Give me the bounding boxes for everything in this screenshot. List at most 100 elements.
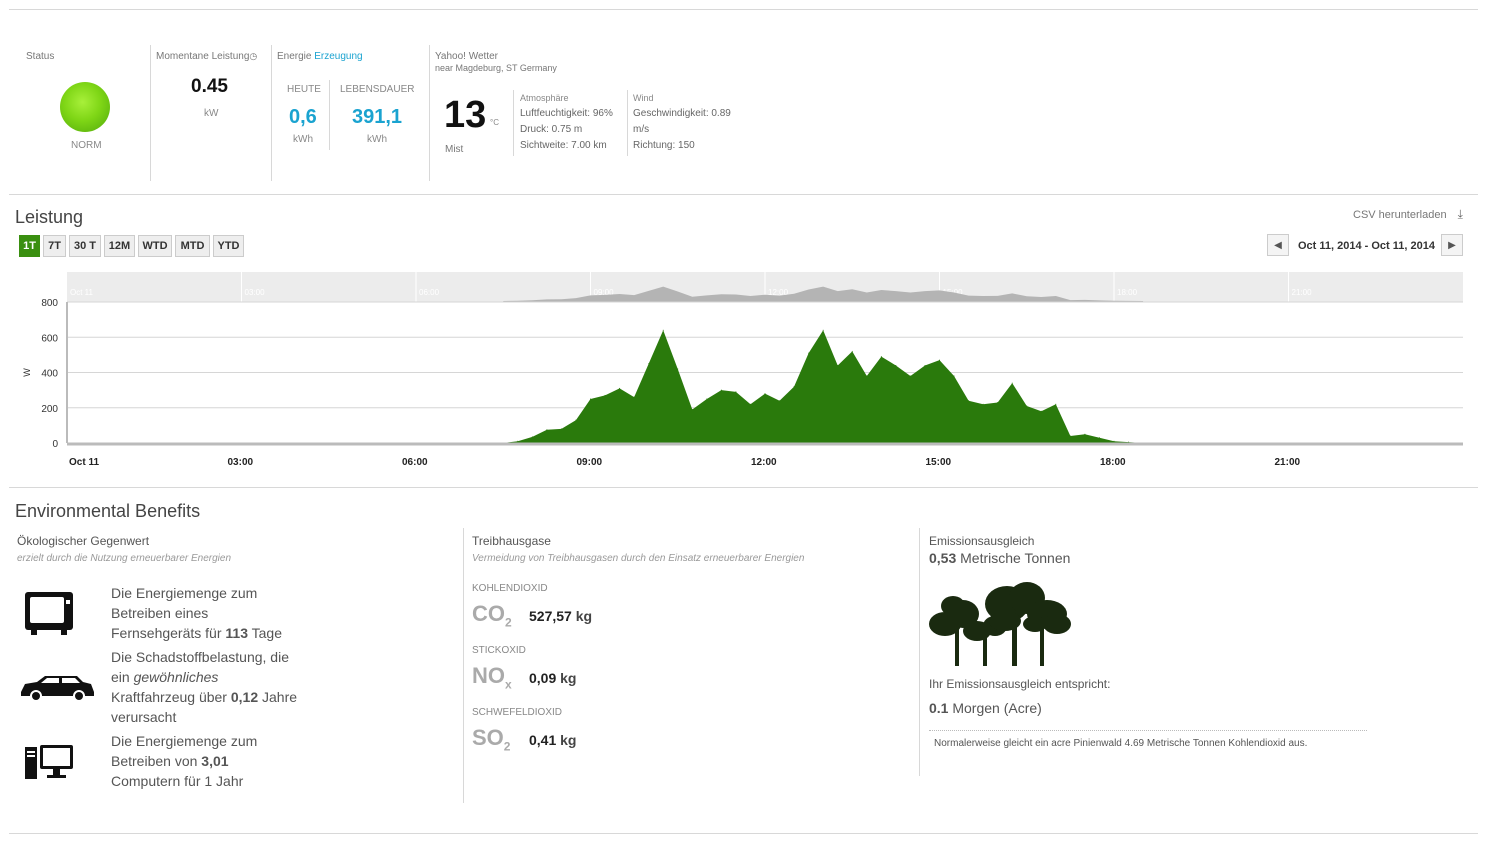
lifetime-unit: kWh xyxy=(367,134,387,145)
data-point xyxy=(662,329,664,331)
x-tick-label: 12:00 xyxy=(751,457,777,468)
data-point xyxy=(924,364,926,366)
ghg-subtitle: Vermeidung von Treibhausgasen durch den … xyxy=(472,553,805,564)
computer-benefit: Die Energiemenge zum Betreiben von 3,01 … xyxy=(111,733,258,789)
y-tick-label: 200 xyxy=(41,404,58,415)
data-point xyxy=(735,391,737,393)
atmosphere-values: Luftfeuchtigkeit: 96% Druck: 0.75 m Sich… xyxy=(520,108,613,151)
range-1t-button[interactable]: 1T xyxy=(19,235,40,257)
benefits-title: Environmental Benefits xyxy=(15,501,201,521)
x-tick-label: 18:00 xyxy=(1100,457,1126,468)
x-tick-label: 03:00 xyxy=(228,457,254,468)
data-point xyxy=(560,428,562,430)
y-tick-label: 600 xyxy=(41,333,58,344)
data-point xyxy=(866,375,868,377)
leistung-title: Leistung xyxy=(15,207,84,227)
data-point xyxy=(822,329,824,331)
data-point xyxy=(837,364,839,366)
co2-formula: CO2 xyxy=(472,601,512,630)
data-point xyxy=(808,352,810,354)
y-tick-label: 0 xyxy=(52,439,58,450)
so2-label: SCHWEFELDIOXID xyxy=(472,707,563,718)
offset-title: Emissionsausgleich xyxy=(929,534,1035,548)
data-point xyxy=(1011,382,1013,384)
data-point xyxy=(1026,405,1028,407)
computer-icon xyxy=(25,745,73,779)
data-point xyxy=(779,400,781,402)
data-point xyxy=(895,364,897,366)
data-point xyxy=(939,359,940,361)
navigator-series xyxy=(503,286,1144,302)
data-point xyxy=(909,375,911,377)
next-date-button[interactable]: ▶ xyxy=(1441,234,1463,256)
power-label: Momentane Leistung◷ xyxy=(156,51,258,62)
status-value: NORM xyxy=(71,140,102,151)
data-point xyxy=(953,375,955,377)
navigator-tick-label: 06:00 xyxy=(419,288,440,297)
data-point xyxy=(1098,437,1100,439)
data-point xyxy=(1040,410,1042,412)
data-point xyxy=(1084,433,1086,435)
weather-temp-unit: °C xyxy=(490,118,499,127)
navigator-tick-label: 21:00 xyxy=(1292,288,1313,297)
status-label: Status xyxy=(26,51,55,62)
ghg-title: Treibhausgase xyxy=(472,534,551,548)
power-unit: kW xyxy=(204,108,219,119)
range-7t-button[interactable]: 7T xyxy=(43,235,66,257)
atmosphere-title: Atmosphäre xyxy=(520,93,569,103)
navigator-tick-label: 03:00 xyxy=(245,288,266,297)
chevron-left-icon: ◀ xyxy=(1274,239,1282,251)
range-30t-button[interactable]: 30 T xyxy=(69,235,101,257)
x-tick-label: 06:00 xyxy=(402,457,428,468)
data-point xyxy=(880,356,882,358)
offset-value: 0,53 Metrische Tonnen xyxy=(929,550,1071,566)
navigator-tick-label: 12:00 xyxy=(768,288,789,297)
data-point xyxy=(648,363,650,365)
data-point xyxy=(619,387,621,389)
x-tick-label: Oct 11 xyxy=(69,457,99,468)
energy-label: Energie Erzeugung xyxy=(277,51,363,62)
wind-title: Wind xyxy=(633,93,654,103)
data-point xyxy=(633,396,635,398)
data-point xyxy=(546,429,548,431)
chevron-right-icon: ▶ xyxy=(1448,239,1456,251)
so2-value: 0,41 kg xyxy=(529,732,577,748)
data-point xyxy=(1113,440,1115,442)
y-axis-label: W xyxy=(22,368,32,377)
car-benefit: Die Schadstoffbelastung, die ein gewöhnl… xyxy=(111,649,298,725)
data-point xyxy=(749,403,751,405)
status-indicator xyxy=(60,82,110,132)
range-mtd-button[interactable]: MTD xyxy=(175,235,210,257)
clock-icon: ◷ xyxy=(249,51,258,61)
today-label: HEUTE xyxy=(287,84,321,95)
navigator-tick-label: 18:00 xyxy=(1117,288,1138,297)
power-chart: Oct 11 03:00 06:00 09:00 12:00 15:00 18:00 21:0… xyxy=(22,272,1463,468)
so2-formula: SO2 xyxy=(472,725,511,754)
data-point xyxy=(764,393,766,395)
data-point xyxy=(517,440,519,442)
weather-condition: Mist xyxy=(445,144,464,155)
data-point xyxy=(531,436,533,438)
nox-label: STICKOXID xyxy=(472,645,526,656)
offset-equiv-label: Ihr Emissionsausgleich entspricht: xyxy=(929,677,1111,691)
data-point xyxy=(1128,441,1130,443)
wind-values: Geschwindigkeit: 0.89 m/s Richtung: 150 xyxy=(633,108,731,151)
csv-download-link[interactable]: CSV herunterladen ⤓ xyxy=(1353,207,1463,221)
eco-title: Ökologischer Gegenwert xyxy=(17,534,150,548)
weather-temp: 13 xyxy=(444,94,487,136)
range-wtd-button[interactable]: WTD xyxy=(138,235,172,257)
x-tick-label: 09:00 xyxy=(577,457,603,468)
nox-formula: NOx xyxy=(472,663,512,692)
data-point xyxy=(575,419,577,421)
date-range: Oct 11, 2014 - Oct 11, 2014 xyxy=(1298,240,1435,252)
offset-acres: 0.1 Morgen (Acre) xyxy=(929,700,1042,716)
range-ytd-button[interactable]: YTD xyxy=(213,235,244,257)
data-point xyxy=(677,368,679,370)
range-12m-button[interactable]: 12M xyxy=(104,235,135,257)
prev-date-button[interactable]: ◀ xyxy=(1267,234,1289,256)
today-unit: kWh xyxy=(293,134,313,145)
tv-icon xyxy=(25,592,73,635)
energy-generation-link[interactable]: Erzeugung xyxy=(314,51,363,62)
nox-value: 0,09 kg xyxy=(529,670,577,686)
power-series-area xyxy=(503,330,1144,443)
